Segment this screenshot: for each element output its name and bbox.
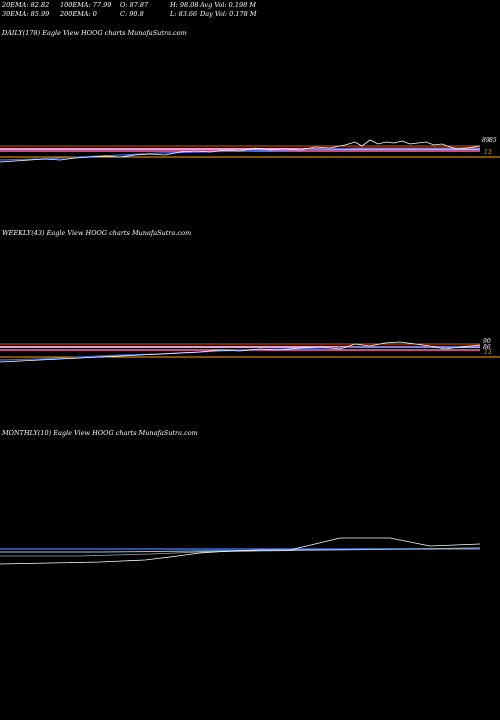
low-label: L: 83.66 (170, 10, 198, 18)
monthly-chart (0, 537, 481, 565)
daily-price-tag-mid: 85 (489, 137, 497, 144)
monthly-ema-gray (0, 547, 481, 557)
daily-chart (0, 139, 500, 163)
open-label: O: 87.87 (120, 1, 149, 9)
weekly-panel-title: WEEKLY(43) Eagle View HOOG charts Munafa… (2, 229, 192, 237)
daily-price-tag-bottom: 13 (484, 149, 492, 156)
weekly-ema-fast (0, 345, 481, 361)
ema30-label: 30EMA: 85.99 (2, 10, 50, 18)
ema200-label: 200EMA: 0 (60, 10, 97, 18)
weekly-chart (0, 341, 500, 363)
weekly-price-line (0, 341, 481, 363)
daily-price-tag-top: 89 (482, 137, 490, 144)
ema100-label: 100EMA: 77.99 (60, 1, 112, 9)
weekly-price-tag-bottom: 13 (484, 349, 492, 356)
close-label: C: 90.8 (120, 10, 144, 18)
avg-vol-label: Avg Vol: 0.198 M (200, 1, 257, 9)
high-label: H: 98.08 (170, 1, 199, 9)
weekly-price-tag-mid: 86 (483, 344, 491, 351)
monthly-price-line (0, 537, 481, 565)
ema20-label: 20EMA: 82.82 (2, 1, 50, 9)
daily-price-line (0, 139, 481, 163)
day-vol-label: Day Vol: 0.178 M (200, 10, 257, 18)
weekly-price-tag-top: 90 (483, 338, 491, 345)
monthly-panel-title: MONTHLY(10) Eagle View HOOG charts Munaf… (2, 429, 198, 437)
daily-panel-title: DAILY(178) Eagle View HOOG charts Munafa… (2, 29, 187, 37)
